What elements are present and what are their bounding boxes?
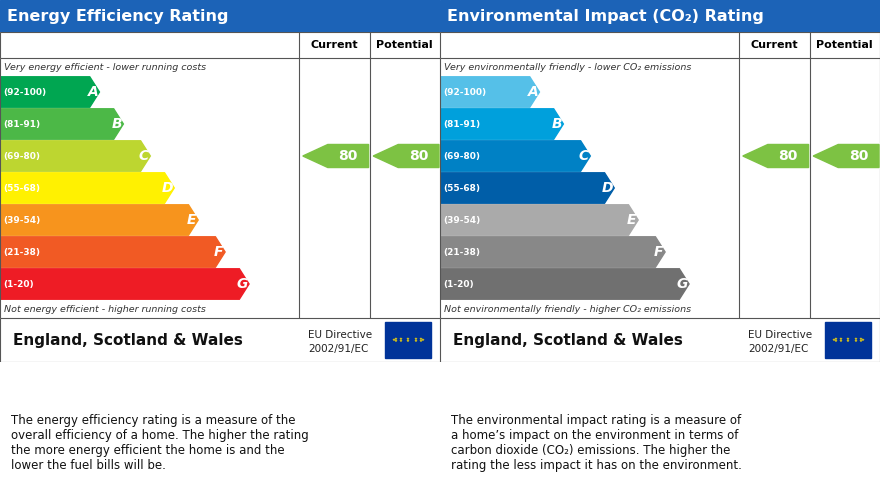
Polygon shape xyxy=(441,109,563,139)
Polygon shape xyxy=(813,144,879,168)
Text: ★: ★ xyxy=(833,337,838,341)
Text: Very environmentally friendly - lower CO₂ emissions: Very environmentally friendly - lower CO… xyxy=(444,63,692,71)
Polygon shape xyxy=(1,173,174,203)
Text: 80: 80 xyxy=(409,149,429,163)
Polygon shape xyxy=(743,144,809,168)
Text: ★: ★ xyxy=(419,339,422,343)
Text: ★: ★ xyxy=(399,339,403,343)
Text: EU Directive: EU Directive xyxy=(748,330,812,340)
Text: D: D xyxy=(162,181,173,195)
Text: (55-68): (55-68) xyxy=(444,183,480,192)
Text: Energy Efficiency Rating: Energy Efficiency Rating xyxy=(7,8,228,24)
Text: Not environmentally friendly - higher CO₂ emissions: Not environmentally friendly - higher CO… xyxy=(444,305,692,314)
Text: The environmental impact rating is a measure of
a home’s impact on the environme: The environmental impact rating is a mea… xyxy=(451,414,742,472)
Text: Current: Current xyxy=(311,40,358,50)
Polygon shape xyxy=(1,141,150,171)
Text: ★: ★ xyxy=(419,337,422,341)
Text: C: C xyxy=(139,149,149,163)
Text: ★: ★ xyxy=(421,338,424,342)
Text: ★: ★ xyxy=(854,337,857,341)
Text: (39-54): (39-54) xyxy=(4,215,40,224)
Polygon shape xyxy=(441,205,638,235)
Text: 80: 80 xyxy=(779,149,798,163)
Text: F: F xyxy=(214,245,224,259)
Text: ★: ★ xyxy=(407,337,410,341)
Text: (1-20): (1-20) xyxy=(444,280,474,288)
Text: Potential: Potential xyxy=(377,40,433,50)
Text: D: D xyxy=(602,181,613,195)
Text: ★: ★ xyxy=(392,338,395,342)
Text: (81-91): (81-91) xyxy=(4,119,40,129)
Polygon shape xyxy=(441,141,590,171)
Text: ★: ★ xyxy=(859,337,862,341)
Text: ★: ★ xyxy=(839,339,843,343)
Text: ★: ★ xyxy=(833,339,838,343)
Text: (92-100): (92-100) xyxy=(4,87,47,97)
Text: (21-38): (21-38) xyxy=(4,247,40,256)
Text: A: A xyxy=(87,85,99,99)
Text: England, Scotland & Wales: England, Scotland & Wales xyxy=(453,332,683,348)
Bar xyxy=(385,321,431,358)
Text: (55-68): (55-68) xyxy=(4,183,40,192)
Text: (81-91): (81-91) xyxy=(444,119,480,129)
Text: 80: 80 xyxy=(339,149,358,163)
Text: EU Directive: EU Directive xyxy=(308,330,372,340)
Polygon shape xyxy=(303,144,369,168)
Text: ★: ★ xyxy=(859,339,862,343)
Text: Current: Current xyxy=(751,40,798,50)
Text: ★: ★ xyxy=(393,337,398,341)
Text: Environmental Impact (CO₂) Rating: Environmental Impact (CO₂) Rating xyxy=(447,8,764,24)
Text: 80: 80 xyxy=(849,149,869,163)
Text: ★: ★ xyxy=(854,339,857,343)
Text: (39-54): (39-54) xyxy=(444,215,480,224)
Polygon shape xyxy=(1,77,99,107)
Text: ★: ★ xyxy=(414,339,417,343)
Text: ★: ★ xyxy=(407,340,410,344)
Polygon shape xyxy=(1,237,225,267)
Text: The energy efficiency rating is a measure of the
overall efficiency of a home. T: The energy efficiency rating is a measur… xyxy=(11,414,309,472)
Text: G: G xyxy=(237,277,248,291)
Polygon shape xyxy=(441,173,614,203)
Polygon shape xyxy=(1,205,198,235)
Text: (92-100): (92-100) xyxy=(444,87,487,97)
Text: England, Scotland & Wales: England, Scotland & Wales xyxy=(13,332,243,348)
Text: ★: ★ xyxy=(847,337,850,341)
Text: (1-20): (1-20) xyxy=(4,280,34,288)
Polygon shape xyxy=(1,269,249,299)
Text: E: E xyxy=(187,213,196,227)
Text: ★: ★ xyxy=(839,337,843,341)
Text: (21-38): (21-38) xyxy=(444,247,480,256)
Text: ★: ★ xyxy=(847,340,850,344)
Text: (69-80): (69-80) xyxy=(444,151,480,161)
Text: A: A xyxy=(527,85,539,99)
Text: ★: ★ xyxy=(399,337,403,341)
Text: ★: ★ xyxy=(832,338,835,342)
Polygon shape xyxy=(441,77,539,107)
Polygon shape xyxy=(441,269,689,299)
Polygon shape xyxy=(373,144,439,168)
Text: ★: ★ xyxy=(393,339,398,343)
Text: 2002/91/EC: 2002/91/EC xyxy=(308,344,369,354)
Text: G: G xyxy=(677,277,688,291)
Bar xyxy=(825,321,871,358)
Text: Potential: Potential xyxy=(817,40,873,50)
Polygon shape xyxy=(1,109,123,139)
Text: (69-80): (69-80) xyxy=(4,151,40,161)
Text: Very energy efficient - lower running costs: Very energy efficient - lower running co… xyxy=(4,63,207,71)
Text: ★: ★ xyxy=(861,338,864,342)
Text: B: B xyxy=(552,117,562,131)
Text: C: C xyxy=(579,149,589,163)
Text: B: B xyxy=(112,117,122,131)
Text: F: F xyxy=(654,245,664,259)
Text: Not energy efficient - higher running costs: Not energy efficient - higher running co… xyxy=(4,305,206,314)
Polygon shape xyxy=(441,237,665,267)
Text: ★: ★ xyxy=(414,337,417,341)
Text: E: E xyxy=(627,213,636,227)
Text: 2002/91/EC: 2002/91/EC xyxy=(748,344,809,354)
